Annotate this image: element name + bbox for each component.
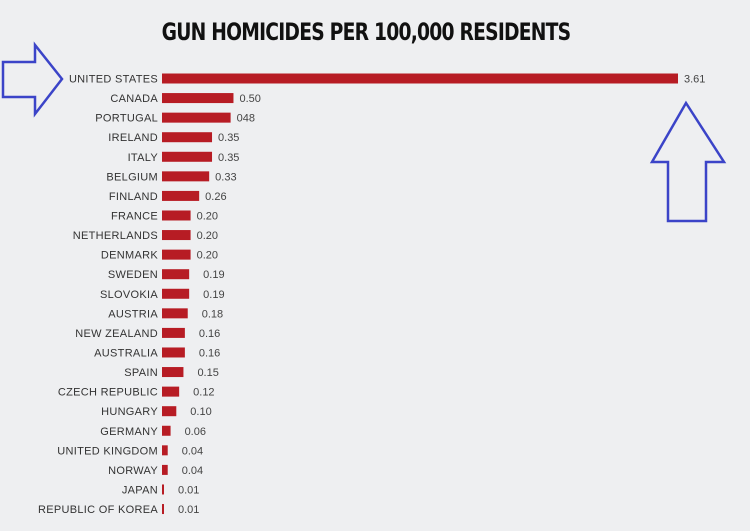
value-label: 0.50 [239,93,260,105]
category-label: ITALY [128,152,159,164]
bar [162,425,171,436]
value-label: 0.19 [203,269,224,281]
value-label: 3.61 [684,74,705,86]
value-label: 0.18 [202,308,223,320]
bar [162,445,168,456]
category-label: PORTUGAL [95,113,158,125]
value-label: 0.35 [218,152,239,164]
bar [162,112,231,123]
category-label: AUSTRIA [108,308,158,320]
bar [162,288,190,299]
category-label: UNITED STATES [69,74,158,86]
category-label: JAPAN [122,484,158,496]
chart-title: GUN HOMICIDES PER 100,000 RESIDENTS [161,18,572,46]
value-label: 0.04 [182,445,203,457]
category-label: NEW ZEALAND [75,328,158,340]
category-label: BELGIUM [106,171,158,183]
value-label: 0.20 [197,250,218,262]
category-label: CANADA [110,93,158,105]
value-label: 0.16 [199,328,220,340]
value-label: 0.26 [205,191,226,203]
bar [162,347,185,358]
right-arrow-annotation-icon [1,41,64,118]
value-label: 0.04 [182,465,203,477]
bar [162,504,164,515]
category-label: NORWAY [108,465,158,477]
value-label: 048 [237,113,255,125]
category-label: DENMARK [101,250,158,262]
value-label: 0.19 [203,289,224,301]
category-label: HUNGARY [101,406,158,418]
value-label: 0.10 [190,406,211,418]
value-label: 0.35 [218,132,239,144]
value-label: 0.12 [193,387,214,399]
value-label: 0.20 [197,230,218,242]
value-label: 0.15 [197,367,218,379]
bar [162,367,184,378]
value-label: 0.33 [215,171,236,183]
bar [162,73,678,84]
bar [162,249,191,260]
category-label: FINLAND [109,191,158,203]
value-label: 0.20 [197,210,218,222]
category-label: CZECH REPUBLIC [58,387,158,399]
bar [162,230,191,241]
category-label: SPAIN [124,367,158,379]
category-label: UNITED KINGDOM [57,445,158,457]
category-label: NETHERLANDS [73,230,158,242]
bar [162,269,190,280]
value-label: 0.06 [185,426,206,438]
value-label: 0.01 [178,504,199,516]
category-label: AUSTRALIA [94,347,158,359]
value-label: 0.16 [199,347,220,359]
up-arrow-annotation-icon [649,100,727,223]
category-label: SWEDEN [108,269,158,281]
category-label: GERMANY [100,426,158,438]
bar [162,386,180,397]
bar [162,93,234,104]
bar [162,406,177,417]
value-label: 0.01 [178,484,199,496]
bar [162,210,191,221]
bar [162,308,188,319]
bar [162,464,168,475]
bar [162,171,210,182]
bar [162,151,213,162]
bar [162,190,200,201]
category-label: FRANCE [111,210,158,222]
category-label: REPUBLIC OF KOREA [38,504,158,516]
category-label: IRELAND [108,132,158,144]
bar [162,327,185,338]
bar [162,484,164,495]
category-label: SLOVOKIA [100,289,158,301]
bar [162,132,213,143]
